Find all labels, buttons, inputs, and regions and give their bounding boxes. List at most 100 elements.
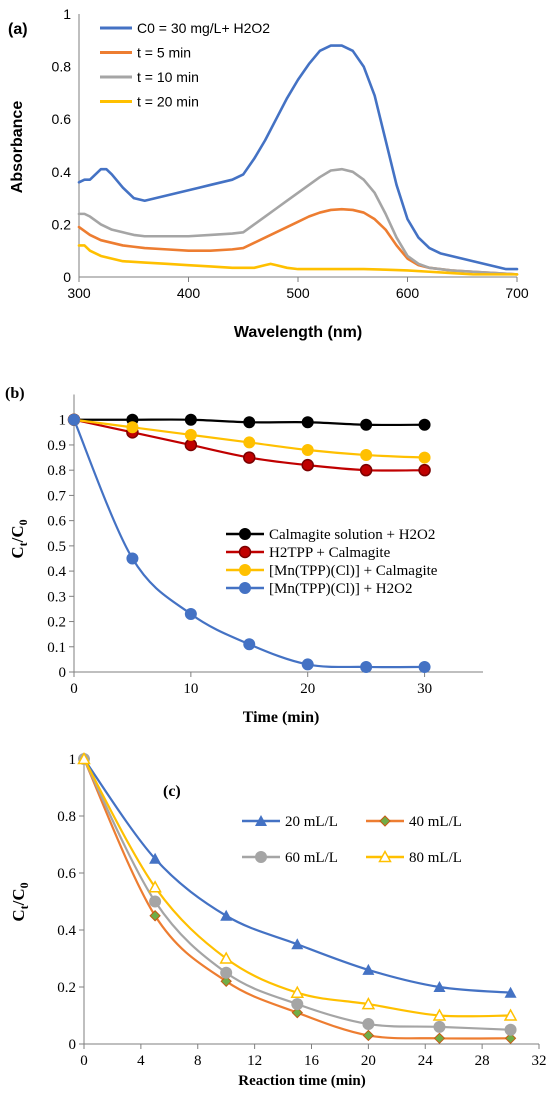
x-tick-label: 20 xyxy=(361,1053,376,1069)
data-point xyxy=(418,451,431,464)
panel-label: (b) xyxy=(5,385,25,402)
series-1 xyxy=(68,413,431,431)
legend-label: [Mn(TPP)(Cl)] + Calmagite xyxy=(269,563,438,579)
data-point xyxy=(504,986,517,998)
chart-panel-1: (a) 0 0.2 0.4 0.6 0.8 1 300 400 500 600 700 Waveleng… xyxy=(8,6,529,341)
y-tick-label: 0.9 xyxy=(47,438,66,454)
x-tick-label: 32 xyxy=(532,1053,547,1069)
y-tick-label: 0 xyxy=(69,1037,77,1053)
x-axis-title: Reaction time (min) xyxy=(238,1073,365,1089)
data-point xyxy=(432,1008,447,1021)
y-tick-label: 0.8 xyxy=(52,59,72,75)
data-point xyxy=(243,638,256,651)
data-point xyxy=(359,463,373,477)
y-tick-label: 1 xyxy=(59,413,67,429)
data-point xyxy=(433,1032,446,1045)
x-tick-label: 20 xyxy=(300,681,315,697)
data-point xyxy=(433,981,446,992)
data-point xyxy=(360,660,373,673)
series-4 xyxy=(77,751,518,1021)
x-tick-label: 300 xyxy=(67,285,91,301)
legend-label: t = 10 min xyxy=(137,69,199,85)
x-tick-label: 700 xyxy=(505,285,529,301)
legend-label: 20 mL/L xyxy=(285,814,338,830)
x-tick-label: 400 xyxy=(177,285,201,301)
data-point xyxy=(418,463,431,477)
data-point xyxy=(184,428,197,441)
legend-label: 40 mL/L xyxy=(409,814,462,830)
legend-marker xyxy=(239,582,251,594)
data-point xyxy=(149,852,162,864)
data-point xyxy=(418,418,431,431)
panel-label: (a) xyxy=(8,21,28,38)
x-axis-title: Time (min) xyxy=(243,709,320,726)
x-tick-label: 16 xyxy=(304,1053,320,1069)
legend-marker xyxy=(379,815,391,827)
data-point xyxy=(362,963,375,975)
x-tick-label: 10 xyxy=(183,681,198,697)
legend-marker xyxy=(255,815,267,826)
x-tick-label: 30 xyxy=(417,681,432,697)
legend-label: H2TPP + Calmagite xyxy=(269,545,391,561)
data-point xyxy=(360,418,373,431)
data-point xyxy=(68,413,80,426)
y-tick-label: 0.4 xyxy=(52,164,72,180)
data-point xyxy=(291,998,304,1011)
y-tick-label: 0 xyxy=(59,665,67,681)
series-line xyxy=(77,207,519,276)
data-point xyxy=(503,1008,518,1021)
data-point xyxy=(184,413,197,426)
data-point xyxy=(301,444,314,456)
series-2 xyxy=(78,753,517,1045)
y-tick-label: 0.4 xyxy=(57,923,76,939)
x-tick-label: 8 xyxy=(194,1053,202,1069)
x-tick-label: 24 xyxy=(418,1053,434,1069)
chart-panel-2: (b)00.10.20.30.40.50.60.70.80.910 10 20 30T… xyxy=(5,385,483,726)
data-point xyxy=(243,451,256,464)
y-axis-title: Ct/C0 xyxy=(9,882,31,921)
x-tick-label: 0 xyxy=(70,681,78,697)
data-point xyxy=(243,436,256,449)
y-tick-label: 0.8 xyxy=(57,809,76,825)
legend-marker xyxy=(239,564,251,576)
legend-marker xyxy=(255,851,267,863)
series-line xyxy=(82,757,512,1018)
series-2 xyxy=(77,207,519,276)
data-point xyxy=(77,751,91,765)
data-point xyxy=(362,1018,375,1031)
legend-label: C0 = 30 mg/L+ H2O2 xyxy=(137,20,270,36)
legend-marker xyxy=(238,545,252,559)
x-axis-title: Wavelength (nm) xyxy=(234,324,362,341)
legend-label: 60 mL/L xyxy=(285,850,338,866)
y-tick-label: 0.6 xyxy=(47,514,66,530)
y-tick-label: 0.5 xyxy=(47,539,66,555)
data-point xyxy=(362,1029,375,1042)
y-tick-label: 0.6 xyxy=(52,111,72,127)
series-1 xyxy=(78,753,517,998)
legend: 20 mL/L 40 mL/L 60 mL/L 80 mL/L xyxy=(242,814,462,866)
legend-marker xyxy=(378,849,392,863)
data-point xyxy=(433,1020,446,1033)
legend: C0 = 30 mg/L+ H2O2 t = 5 min t = 10 min t =… xyxy=(100,20,270,110)
legend-marker xyxy=(239,528,251,540)
y-axis-title: Absorbance xyxy=(9,101,26,194)
data-point xyxy=(418,660,431,673)
y-tick-label: 0.1 xyxy=(47,640,66,656)
y-tick-label: 0.8 xyxy=(47,463,66,479)
data-point xyxy=(301,416,314,429)
series-line xyxy=(77,167,519,276)
legend-label: Calmagite solution + H2O2 xyxy=(269,527,435,543)
y-tick-label: 1 xyxy=(69,752,77,768)
series-4 xyxy=(77,244,519,276)
data-point xyxy=(126,552,139,565)
panel-label: (c) xyxy=(163,783,181,800)
series-3 xyxy=(77,167,519,276)
series-line xyxy=(77,244,519,276)
y-tick-label: 0.7 xyxy=(47,488,66,504)
legend-label: t = 5 min xyxy=(137,45,191,61)
series-1 xyxy=(77,44,519,271)
x-tick-label: 12 xyxy=(247,1053,262,1069)
data-point xyxy=(301,458,314,472)
data-point xyxy=(301,658,314,671)
